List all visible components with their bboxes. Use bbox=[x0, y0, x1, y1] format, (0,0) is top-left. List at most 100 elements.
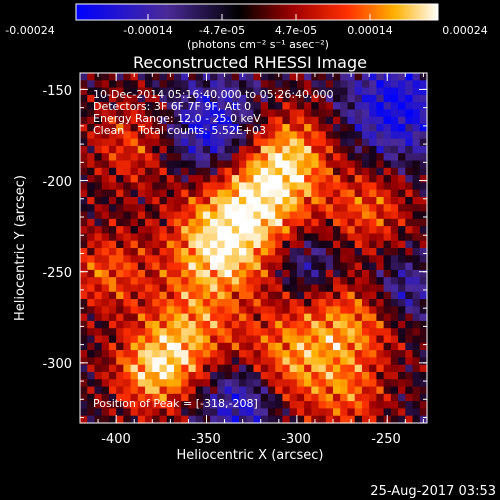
heatmap-cell bbox=[376, 226, 385, 235]
heatmap-cell bbox=[405, 335, 414, 344]
heatmap-cell bbox=[369, 262, 377, 271]
heatmap-cell bbox=[101, 153, 110, 162]
heatmap-cell bbox=[152, 138, 161, 147]
heatmap-cell bbox=[354, 131, 363, 140]
heatmap-cell bbox=[101, 189, 110, 198]
heatmap-cell bbox=[202, 233, 211, 242]
heatmap-cell bbox=[419, 145, 428, 154]
heatmap-cell bbox=[173, 182, 182, 191]
heatmap-cell bbox=[181, 109, 190, 118]
heatmap-cell bbox=[116, 94, 124, 103]
heatmap-cell bbox=[275, 328, 284, 337]
heatmap-cell bbox=[390, 335, 399, 344]
heatmap-cell bbox=[166, 255, 175, 264]
heatmap-cell bbox=[152, 102, 161, 111]
heatmap-cell bbox=[195, 87, 204, 96]
heatmap-cell bbox=[231, 306, 240, 315]
heatmap-cell bbox=[224, 248, 233, 256]
heatmap-cell bbox=[202, 182, 211, 191]
heatmap-cell bbox=[267, 299, 276, 307]
heatmap-cell bbox=[361, 109, 370, 118]
heatmap-cell bbox=[398, 313, 406, 322]
heatmap-cell bbox=[181, 189, 190, 198]
heatmap-cell bbox=[311, 364, 320, 373]
heatmap-cell bbox=[304, 87, 312, 96]
heatmap-cell bbox=[419, 342, 428, 351]
heatmap-cell bbox=[267, 393, 276, 402]
heatmap-cell bbox=[405, 102, 414, 111]
heatmap-cell bbox=[87, 328, 96, 337]
heatmap-cell bbox=[260, 73, 269, 81]
heatmap-cell bbox=[152, 306, 161, 315]
heatmap-cell bbox=[137, 255, 146, 264]
heatmap-cell bbox=[304, 277, 312, 286]
heatmap-cell bbox=[390, 138, 399, 147]
heatmap-cell bbox=[347, 80, 356, 89]
heatmap-cell bbox=[354, 145, 363, 154]
heatmap-cell bbox=[383, 167, 392, 176]
heatmap-cell bbox=[145, 328, 153, 337]
heatmap-cell bbox=[210, 94, 218, 103]
heatmap-cell bbox=[152, 357, 161, 366]
heatmap-cell bbox=[239, 357, 247, 366]
heatmap-cell bbox=[166, 393, 175, 402]
heatmap-cell bbox=[173, 87, 182, 96]
heatmap-cell bbox=[239, 153, 247, 162]
heatmap-cell bbox=[101, 160, 110, 169]
heatmap-cell bbox=[116, 364, 124, 373]
heatmap-cell bbox=[275, 218, 284, 227]
heatmap-cell bbox=[296, 386, 305, 395]
heatmap-cell bbox=[202, 94, 211, 103]
heatmap-cell bbox=[296, 320, 305, 329]
heatmap-cell bbox=[137, 175, 146, 183]
heatmap-cell bbox=[239, 145, 247, 154]
heatmap-cell bbox=[116, 408, 124, 417]
heatmap-cell bbox=[246, 218, 255, 227]
heatmap-cell bbox=[333, 364, 341, 373]
heatmap-cell bbox=[231, 204, 240, 213]
heatmap-cell bbox=[354, 102, 363, 111]
heatmap-cell bbox=[166, 204, 175, 213]
heatmap-cell bbox=[116, 371, 124, 380]
heatmap-cell bbox=[376, 350, 385, 358]
heatmap-cell bbox=[166, 124, 175, 132]
heatmap-cell bbox=[116, 80, 124, 89]
heatmap-cell bbox=[398, 196, 406, 205]
heatmap-cell bbox=[130, 306, 139, 315]
heatmap-cell bbox=[181, 124, 190, 132]
heatmap-cell bbox=[101, 204, 110, 213]
heatmap-cell bbox=[347, 131, 356, 140]
heatmap-cell bbox=[87, 320, 96, 329]
heatmap-cell bbox=[354, 299, 363, 307]
heatmap-cell bbox=[260, 204, 269, 213]
heatmap-cell bbox=[412, 131, 421, 140]
heatmap-cell bbox=[419, 291, 428, 300]
heatmap-cell bbox=[260, 80, 269, 89]
heatmap-cell bbox=[80, 175, 88, 183]
heatmap-cell bbox=[289, 218, 298, 227]
heatmap-cell bbox=[239, 196, 247, 205]
heatmap-cell bbox=[159, 87, 168, 96]
heatmap-cell bbox=[333, 415, 341, 424]
heatmap-cell bbox=[173, 102, 182, 111]
heatmap-cell bbox=[80, 116, 88, 125]
heatmap-cell bbox=[296, 240, 305, 249]
heatmap-cell bbox=[224, 116, 233, 125]
heatmap-cell bbox=[188, 153, 197, 162]
heatmap-cell bbox=[390, 109, 399, 118]
heatmap-cell bbox=[354, 240, 363, 249]
heatmap-cell bbox=[275, 131, 284, 140]
heatmap-cell bbox=[166, 350, 175, 358]
heatmap-cell bbox=[282, 240, 291, 249]
heatmap-cell bbox=[340, 255, 349, 264]
heatmap-cell bbox=[116, 240, 124, 249]
heatmap-cell bbox=[333, 335, 341, 344]
heatmap-cell bbox=[333, 109, 341, 118]
heatmap-cell bbox=[419, 313, 428, 322]
heatmap-cell bbox=[405, 80, 414, 89]
heatmap-cell bbox=[419, 335, 428, 344]
heatmap-cell bbox=[260, 415, 269, 424]
heatmap-cell bbox=[383, 160, 392, 169]
heatmap-cell bbox=[108, 196, 117, 205]
heatmap-cell bbox=[116, 204, 124, 213]
